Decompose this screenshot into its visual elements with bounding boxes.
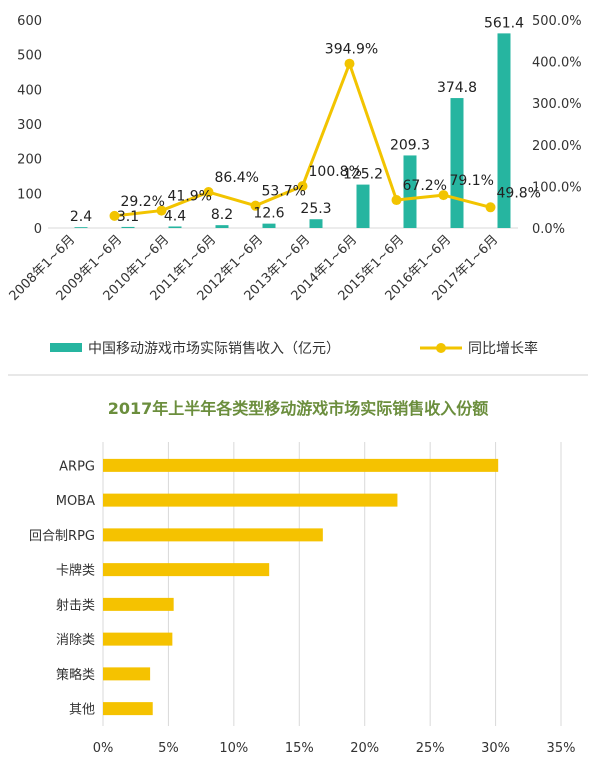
growth-rate-point (203, 187, 214, 198)
category-label: MOBA (56, 494, 95, 509)
growth-rate-data-label: 394.9% (325, 42, 378, 58)
growth-rate-data-label: 41.9% (168, 189, 212, 205)
growth-rate-point (485, 202, 496, 213)
revenue-data-label: 374.8 (437, 80, 477, 96)
growth-rate-point (438, 190, 449, 201)
growth-rate-data-label: 79.1% (450, 173, 494, 189)
genre-share-chart: 2017年上半年各类型移动游戏市场实际销售收入份额 ARPG MOBA 回合制RPG… (29, 399, 576, 756)
share-bar (103, 493, 398, 507)
revenue-data-label: 4.4 (164, 208, 186, 224)
revenue-bar (74, 227, 88, 228)
revenue-growth-chart: 2.4 3.1 4.4 8.2 12.6 25.3 125.2 209.3 374.8 561.4… (7, 14, 582, 357)
growth-rate-data-label: 67.2% (403, 178, 447, 194)
y-left-tick-label: 0 (34, 222, 42, 237)
y-right-tick-label: 400.0% (532, 56, 582, 71)
growth-rate-point (344, 58, 355, 69)
revenue-bar (168, 226, 182, 228)
category-label: 其他 (69, 703, 95, 718)
x-tick-label: 30% (481, 741, 510, 756)
revenue-data-label: 2.4 (70, 209, 92, 225)
growth-rate-data-label: 49.8% (497, 185, 541, 201)
y-right-tick-label: 500.0% (532, 14, 582, 29)
revenue-data-label: 25.3 (300, 201, 331, 217)
revenue-data-label: 209.3 (390, 137, 430, 153)
revenue-data-label: 8.2 (211, 207, 233, 223)
y-left-tick-label: 300 (17, 118, 42, 133)
y-right-tick-label: 0.0% (532, 222, 565, 237)
x-tick-label: 20% (350, 741, 379, 756)
x-tick-label: 25% (416, 741, 445, 756)
revenue-data-label: 125.2 (343, 167, 383, 183)
y-left-tick-label: 400 (17, 83, 42, 98)
y-right-tick-label: 100.0% (532, 180, 582, 195)
share-bar (103, 632, 173, 646)
share-bar (103, 597, 174, 611)
y-left-tick-label: 500 (17, 49, 42, 64)
growth-rate-data-label: 29.2% (121, 194, 165, 210)
revenue-bar (309, 219, 323, 228)
revenue-bar (262, 223, 276, 228)
share-bar (103, 667, 151, 681)
x-tick-label: 10% (219, 741, 248, 756)
y-right-tick-label: 200.0% (532, 139, 582, 154)
category-label: 策略类 (56, 667, 95, 683)
y-left-tick-label: 100 (17, 187, 42, 202)
growth-rate-point (297, 181, 308, 192)
legend-line-marker (436, 343, 446, 353)
category-label: 回合制RPG (29, 529, 95, 544)
x-tick-label: 35% (547, 741, 576, 756)
chart-divider (8, 374, 588, 376)
growth-rate-data-label: 100.8% (309, 164, 362, 180)
legend-bar-swatch (50, 343, 82, 352)
growth-rate-point (391, 195, 402, 206)
legend-line-label: 同比增长率 (468, 340, 538, 357)
revenue-data-label: 561.4 (484, 15, 524, 31)
revenue-bar (215, 225, 229, 228)
y-left-tick-label: 600 (17, 14, 42, 29)
revenue-bar (121, 226, 135, 228)
growth-rate-data-label: 53.7% (262, 184, 306, 200)
y-left-tick-label: 200 (17, 153, 42, 168)
chart-title: 2017年上半年各类型移动游戏市场实际销售收入份额 (108, 399, 489, 418)
growth-rate-point (109, 210, 120, 221)
share-bar (103, 702, 153, 716)
category-label: 射击类 (56, 597, 95, 613)
category-label: 卡牌类 (56, 563, 95, 579)
y-right-tick-label: 300.0% (532, 97, 582, 112)
revenue-bar (450, 98, 464, 228)
x-tick-label: 0% (93, 741, 114, 756)
revenue-data-label: 3.1 (117, 209, 139, 225)
share-bar (103, 458, 499, 472)
revenue-bar (356, 184, 370, 228)
share-bar (103, 563, 270, 577)
category-label: ARPG (59, 459, 95, 474)
growth-rate-point (250, 200, 261, 211)
legend-bar-label: 中国移动游戏市场实际销售收入（亿元） (88, 340, 340, 357)
x-tick-label: 5% (158, 741, 179, 756)
revenue-bar (403, 155, 417, 228)
x-tick-label: 15% (285, 741, 314, 756)
category-label: 消除类 (56, 633, 95, 648)
revenue-data-label: 12.6 (253, 206, 284, 222)
growth-rate-data-label: 86.4% (215, 170, 259, 186)
share-bar (103, 528, 323, 542)
growth-rate-point (156, 205, 167, 216)
revenue-bar (497, 33, 511, 228)
